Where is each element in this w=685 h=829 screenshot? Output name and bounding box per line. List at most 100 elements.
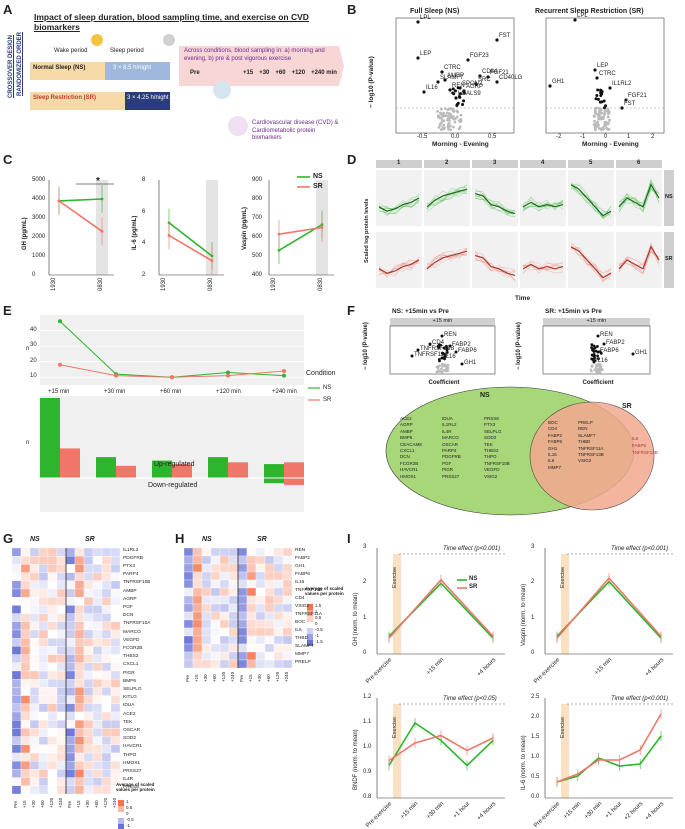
c-ytick: 600 <box>252 234 263 240</box>
heatmap-cell <box>201 619 212 629</box>
heatmap-cell <box>201 627 212 637</box>
heatmap-xtick: Pre <box>67 800 72 808</box>
heatmap-cell <box>192 563 203 573</box>
f-venn-ns-gene: TNFRSF10B <box>484 460 510 466</box>
f-point <box>446 366 450 370</box>
heatmap-cell <box>273 651 284 661</box>
heatmap-cell <box>47 728 58 737</box>
heatmap-cell <box>282 587 293 597</box>
a-title: Impact of sleep duration, blood sampling… <box>34 12 309 32</box>
heatmap-cell <box>246 587 257 597</box>
b-sig-point <box>595 76 599 80</box>
heatmap-cell <box>246 571 257 581</box>
f-venn-ns-gene: SOD2 <box>484 435 497 441</box>
f-venn-ns-gene: FCGR2B <box>400 460 419 466</box>
heatmap-cell <box>11 662 22 672</box>
heatmap-row-label: VSIG2 <box>295 603 310 609</box>
heatmap-legend-tick: 0 <box>315 621 318 626</box>
heatmap-cell <box>201 571 212 581</box>
heatmap-cell <box>101 547 112 557</box>
heatmap-cell <box>11 736 22 745</box>
b-point <box>598 107 602 111</box>
heatmap-cell <box>92 605 103 614</box>
heatmap-cell <box>228 555 239 565</box>
heatmap-cell <box>282 635 293 645</box>
heatmap-cell <box>29 670 40 680</box>
heatmap-cell <box>110 547 121 557</box>
b-point <box>449 128 453 132</box>
heatmap-cell <box>11 646 22 655</box>
d-trajectory <box>522 263 563 270</box>
heatmap-cell <box>20 646 31 655</box>
f-venn-both-gene: PRELP <box>578 420 593 425</box>
panel-b: Full Sleep (NS) Recurrent Sleep Restrict… <box>360 8 680 148</box>
heatmap-cell <box>29 728 40 737</box>
f-sig-point <box>428 342 432 346</box>
heatmap-legend-tick: 0.5 <box>126 805 133 810</box>
f-sig-point <box>445 351 449 354</box>
f-sig-point <box>445 348 449 352</box>
f-venn-ns-gene: BMP6 <box>400 435 413 441</box>
d-strip <box>376 160 422 168</box>
heatmap-cell <box>29 736 40 745</box>
heatmap-cell <box>192 595 203 605</box>
panel-label-e: E <box>3 303 12 318</box>
heatmap-row-label: IL1RL2 <box>123 547 139 553</box>
c-point <box>277 248 281 252</box>
d-trajectory <box>570 244 612 273</box>
f-venn-ns-gene: PTX3 <box>484 422 496 428</box>
b-point <box>452 109 455 113</box>
f-point <box>595 363 598 367</box>
e-point <box>226 370 230 375</box>
heatmap-cell <box>11 613 22 622</box>
panel-label-g: G <box>3 531 14 546</box>
b-point <box>602 115 605 119</box>
heatmap-cell <box>237 651 248 661</box>
b-right-title: Recurrent Sleep Restriction (SR) <box>535 8 644 15</box>
heatmap-cell <box>47 572 58 581</box>
ns-wake-bar <box>30 62 105 80</box>
e-xtick: +15 min <box>48 389 70 395</box>
b-left-gene-label: CTRC <box>444 65 461 71</box>
d-cluster-label: 6 <box>637 160 641 166</box>
f-venn-both-gene: REN <box>578 426 588 432</box>
c-xtick: 1930 <box>161 277 167 291</box>
heatmap-cell <box>210 563 221 573</box>
heatmap-xtick: Pre <box>239 674 244 682</box>
heatmap-cell <box>20 752 31 762</box>
heatmap-cell <box>110 629 121 639</box>
i-ytick: 1.0 <box>363 744 372 750</box>
heatmap-cell <box>246 635 257 645</box>
heatmap-xtick: +15 <box>194 674 199 682</box>
heatmap-cell <box>47 703 58 713</box>
heatmap-cell <box>219 595 230 605</box>
heatmap-cell <box>11 654 22 663</box>
heatmap-cell <box>246 547 257 557</box>
i-ytick: 2.0 <box>531 714 540 720</box>
d-trajectory <box>378 200 420 216</box>
f-point <box>593 368 597 372</box>
heatmap-cell <box>29 638 40 647</box>
d-trajectory <box>618 249 660 275</box>
heatmap-legend-tick: 1 <box>126 799 129 804</box>
heatmap-cell <box>282 571 293 581</box>
b-left-gene-label: FST <box>499 33 511 39</box>
heatmap-cell <box>255 611 266 621</box>
heatmap-cell <box>101 695 112 704</box>
heatmap-cell <box>282 555 293 565</box>
b-point <box>597 110 601 113</box>
panel-i: Exercise Time effect (p<0.001) 3 2 1 0 Pre-exe… <box>353 536 683 829</box>
b-left-gene-label: AGRP <box>466 84 484 90</box>
heatmap-cell <box>264 603 275 613</box>
heatmap-cell <box>110 588 121 598</box>
heatmap-cell <box>20 629 31 639</box>
heatmap-cell <box>201 555 212 565</box>
heatmap-cell <box>20 670 31 680</box>
panel-label-c: C <box>3 152 13 167</box>
heatmap-cell <box>255 659 266 669</box>
heatmap-cell <box>92 679 103 688</box>
b-left-gene-label: CD84 <box>482 69 498 75</box>
heatmap-cell <box>11 679 22 688</box>
b-sig-point <box>596 88 600 92</box>
e-bar-sr-up <box>116 465 136 478</box>
